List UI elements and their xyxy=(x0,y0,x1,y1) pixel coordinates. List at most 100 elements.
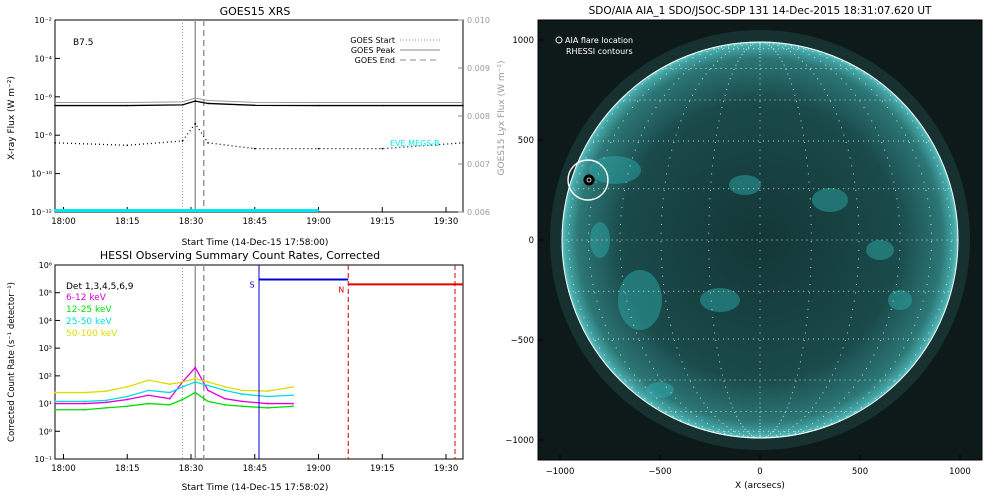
grid-dot xyxy=(720,68,722,70)
grid-dot xyxy=(688,290,690,292)
grid-dot xyxy=(653,188,655,190)
grid-dot xyxy=(794,54,796,56)
grid-dot xyxy=(710,410,712,412)
hessi-point xyxy=(194,366,197,369)
grid-dot xyxy=(648,188,650,190)
grid-dot xyxy=(759,88,761,90)
grid-dot xyxy=(738,188,740,190)
grid-dot xyxy=(759,407,761,409)
grid-dot xyxy=(805,68,807,70)
grid-dot xyxy=(695,415,697,417)
grid-dot xyxy=(838,120,840,122)
grid-dot xyxy=(644,397,646,399)
grid-dot xyxy=(928,206,930,208)
grid-dot xyxy=(774,428,776,430)
grid-dot xyxy=(664,99,666,101)
grid-dot xyxy=(716,431,718,433)
hessi-point xyxy=(241,393,243,395)
grid-dot xyxy=(663,189,665,191)
grid-dot xyxy=(815,402,817,404)
grid-dot xyxy=(673,338,675,340)
grid-dot xyxy=(863,73,865,75)
grid-dot xyxy=(873,354,875,356)
goes-ytick-label: 10⁻² xyxy=(34,16,52,25)
grid-dot xyxy=(630,316,632,318)
grid-dot xyxy=(744,379,746,381)
grid-dot xyxy=(821,239,823,241)
grid-dot xyxy=(698,188,700,190)
grid-dot xyxy=(726,88,728,90)
grid-dot xyxy=(806,157,808,159)
grid-dot xyxy=(620,267,622,269)
grid-dot xyxy=(803,188,805,190)
grid-dot xyxy=(586,239,588,241)
grid-dot xyxy=(777,54,779,56)
grid-dot xyxy=(883,338,885,340)
grid-dot xyxy=(825,64,827,66)
hessi-point xyxy=(83,408,86,411)
grid-dot xyxy=(700,68,702,70)
grid-dot xyxy=(833,407,835,409)
grid-dot xyxy=(883,332,885,334)
hessi-point xyxy=(83,402,86,405)
grid-dot xyxy=(668,290,670,292)
hessi-point xyxy=(207,389,209,392)
grid-dot xyxy=(716,60,718,62)
grid-dot xyxy=(857,267,859,269)
goes-ytick-label: 10⁻¹² xyxy=(31,208,52,217)
grid-dot xyxy=(870,78,872,80)
hessi-ylabel: Corrected Count Rate (s⁻¹ detector⁻¹) xyxy=(7,282,17,442)
grid-dot xyxy=(571,275,573,277)
grid-dot xyxy=(692,57,694,59)
grid-dot xyxy=(769,379,771,381)
grid-dot xyxy=(705,73,707,75)
grid-dot xyxy=(798,57,800,59)
grid-dot xyxy=(648,140,650,142)
grid-dot xyxy=(733,68,735,70)
grid-dot xyxy=(637,142,639,144)
grid-dot xyxy=(834,57,836,59)
grid-dot xyxy=(568,241,570,243)
grid-dot xyxy=(840,354,842,356)
grid-dot xyxy=(819,379,821,381)
goes-point xyxy=(54,142,56,144)
grid-dot xyxy=(903,290,905,292)
grid-dot xyxy=(743,430,745,432)
aia-xtick-label: 500 xyxy=(852,467,868,477)
grid-dot xyxy=(758,290,760,292)
grid-dot xyxy=(780,419,782,421)
grid-dot xyxy=(898,290,900,292)
grid-dot xyxy=(710,54,712,56)
grid-dot xyxy=(669,157,671,159)
grid-dot xyxy=(778,140,780,142)
grid-dot xyxy=(696,239,698,241)
goes-legend-start: GOES Start xyxy=(350,36,395,45)
grid-dot xyxy=(673,142,675,144)
grid-dot xyxy=(725,410,727,412)
grid-dot xyxy=(884,374,886,376)
hessi-xlabel: Start Time (14-Dec-15 17:58:02) xyxy=(182,483,329,493)
grid-dot xyxy=(761,239,763,241)
grid-dot xyxy=(593,338,595,340)
grid-dot xyxy=(873,290,875,292)
grid-dot xyxy=(599,347,601,349)
grid-dot xyxy=(763,290,765,292)
goes-point xyxy=(54,104,56,107)
grid-dot xyxy=(823,290,825,292)
grid-dot xyxy=(753,140,755,142)
grid-dot xyxy=(768,140,770,142)
rhessi-contour-inner xyxy=(586,177,592,183)
grid-dot xyxy=(803,338,805,340)
grid-dot xyxy=(723,433,725,435)
grid-dot xyxy=(619,374,621,376)
grid-dot xyxy=(831,374,833,376)
grid-dot xyxy=(759,215,761,217)
grid-dot xyxy=(613,338,615,340)
grid-dot xyxy=(628,290,630,292)
grid-dot xyxy=(634,99,636,101)
goes-xtick-label: 18:30 xyxy=(179,217,204,227)
grid-dot xyxy=(930,241,932,243)
grid-dot xyxy=(709,379,711,381)
hessi-point xyxy=(105,401,107,404)
grid-dot xyxy=(638,140,640,142)
